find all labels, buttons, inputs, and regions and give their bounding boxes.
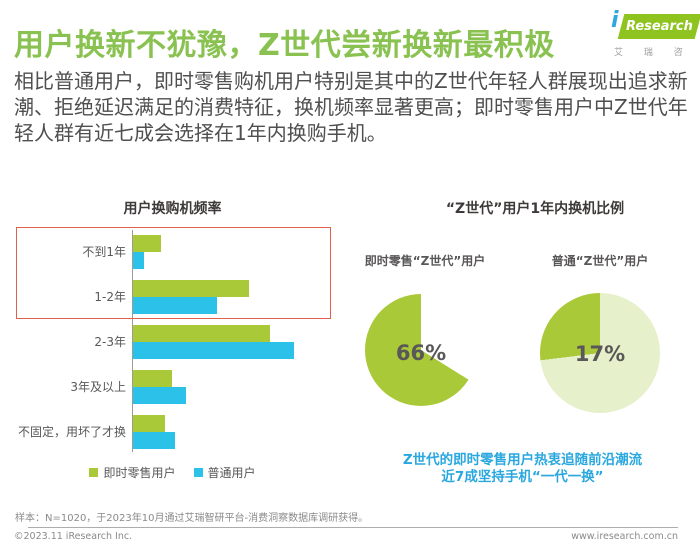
footer-sample-note: 样本：N=1020，于2023年10月通过艾瑞智研平台-消费洞察数据库调研获得。 <box>15 513 369 524</box>
legend-swatch <box>193 468 203 477</box>
bar <box>133 342 294 359</box>
pie-regular <box>540 293 660 413</box>
legend-item: 即时零售用户 <box>89 464 176 481</box>
pie-percent-instant-retail: 66% <box>395 341 447 365</box>
bar <box>133 297 217 314</box>
intro-paragraph: 相比普通用户，即时零售购机用户特别是其中的Z世代年轻人群展现出追求新潮、拒绝延迟… <box>14 69 688 145</box>
logo-green-parallelogram: Research <box>617 14 700 39</box>
legend-label: 普通用户 <box>207 466 256 480</box>
legend-label: 即时零售用户 <box>103 466 176 480</box>
bar-category-label: 1-2年 <box>94 290 126 304</box>
pie-annotation: Z世代的即时零售用户热衷追随前沿潮流 近7成坚持手机“一代一换” <box>345 452 700 486</box>
legend-item: 普通用户 <box>193 464 256 481</box>
bar <box>133 387 186 404</box>
pie-label-instant-retail: 即时零售“Z世代”用户 <box>364 254 486 268</box>
footer-copyright: ©2023.11 iResearch Inc. <box>14 531 133 542</box>
logo-subtext: 艾 瑞 咨 询 <box>614 48 700 58</box>
bar-chart-title: 用户换购机频率 <box>123 201 222 217</box>
legend-swatch <box>89 468 99 477</box>
logo-i-letter: i <box>611 8 619 33</box>
annotation-line-1: Z世代的即时零售用户热衷追随前沿潮流 <box>402 452 643 468</box>
bar-chart-axis <box>132 230 133 452</box>
bar-chart-panel: 用户换购机频率 不到1年 1-2年 2-3年 3年及以上不固定，用坏了才换 即时零售用… <box>0 190 345 495</box>
bar <box>133 325 270 342</box>
iresearch-logo: i Research 艾 瑞 咨 询 <box>610 8 700 58</box>
bar-category-label: 不固定，用坏了才换 <box>17 425 126 439</box>
bar <box>133 235 161 252</box>
logo-brand-text: Research <box>626 19 693 34</box>
annotation-line-2: 近7成坚持手机“一代一换” <box>441 469 604 485</box>
bar <box>133 280 249 297</box>
footer-divider <box>28 527 678 528</box>
pie-label-regular: 普通“Z世代”用户 <box>551 254 649 268</box>
bar <box>133 370 172 387</box>
bar-category-label: 2-3年 <box>94 335 126 349</box>
bar <box>133 415 165 432</box>
pie-percent-regular: 17% <box>574 342 626 366</box>
bar-category-label: 不到1年 <box>82 245 126 259</box>
bar-chart-legend: 即时零售用户 普通用户 <box>0 464 345 481</box>
bar-category-label: 3年及以上 <box>70 380 126 394</box>
pie-section-title: “Z世代”用户1年内换机比例 <box>445 201 625 217</box>
bar <box>133 252 144 269</box>
footer-website-link[interactable]: www.iresearch.com.cn <box>571 531 678 542</box>
bar <box>133 432 175 449</box>
pie-instant-retail <box>365 294 477 406</box>
page-title: 用户换新不犹豫，Z世代尝新换新最积极 <box>14 28 555 63</box>
pie-section: “Z世代”用户1年内换机比例 即时零售“Z世代”用户 普通“Z世代”用户 66%… <box>345 190 700 500</box>
